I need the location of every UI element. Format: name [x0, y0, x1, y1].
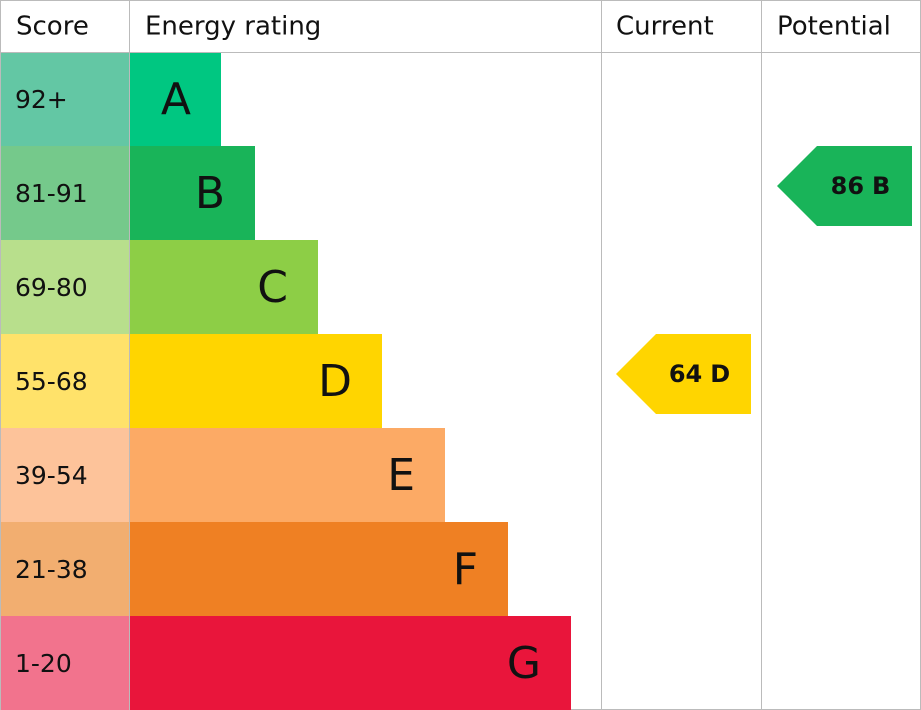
rating-bar — [129, 240, 318, 334]
rating-letter: B — [195, 168, 225, 219]
score-label: 1-20 — [15, 649, 72, 678]
rating-bar — [129, 52, 221, 146]
rating-bar — [129, 146, 255, 240]
score-label: 92+ — [15, 85, 68, 114]
current-score: 64 — [669, 360, 702, 388]
score-label: 55-68 — [15, 367, 88, 396]
current-label: 64 D — [669, 360, 730, 388]
score-cell — [1, 616, 129, 710]
potential-rating: B — [872, 172, 890, 200]
rating-bar — [129, 616, 571, 710]
score-label: 21-38 — [15, 555, 88, 584]
rating-letter: D — [318, 356, 352, 407]
current-rating: D — [710, 360, 730, 388]
potential-arrow — [777, 146, 912, 226]
potential-label: 86 B — [831, 172, 891, 200]
rating-letter: A — [161, 74, 191, 125]
score-label: 81-91 — [15, 179, 88, 208]
header-score: Score — [16, 12, 89, 42]
score-cell — [1, 146, 129, 240]
rating-bar — [129, 428, 445, 522]
rating-letter: G — [507, 638, 541, 689]
current-arrow — [616, 334, 751, 414]
score-cell — [1, 52, 129, 146]
score-label: 69-80 — [15, 273, 88, 302]
score-cell — [1, 522, 129, 616]
potential-score: 86 — [831, 172, 864, 200]
rating-letter: C — [257, 262, 288, 313]
header-rating: Energy rating — [145, 12, 321, 42]
rating-letter: F — [453, 544, 478, 595]
score-cell — [1, 428, 129, 522]
header-current: Current — [616, 12, 714, 42]
score-cell — [1, 334, 129, 428]
score-cell — [1, 240, 129, 334]
header-potential: Potential — [777, 12, 891, 42]
score-label: 39-54 — [15, 461, 88, 490]
rating-bar — [129, 334, 382, 428]
rating-bar — [129, 522, 508, 616]
rating-letter: E — [387, 450, 415, 501]
